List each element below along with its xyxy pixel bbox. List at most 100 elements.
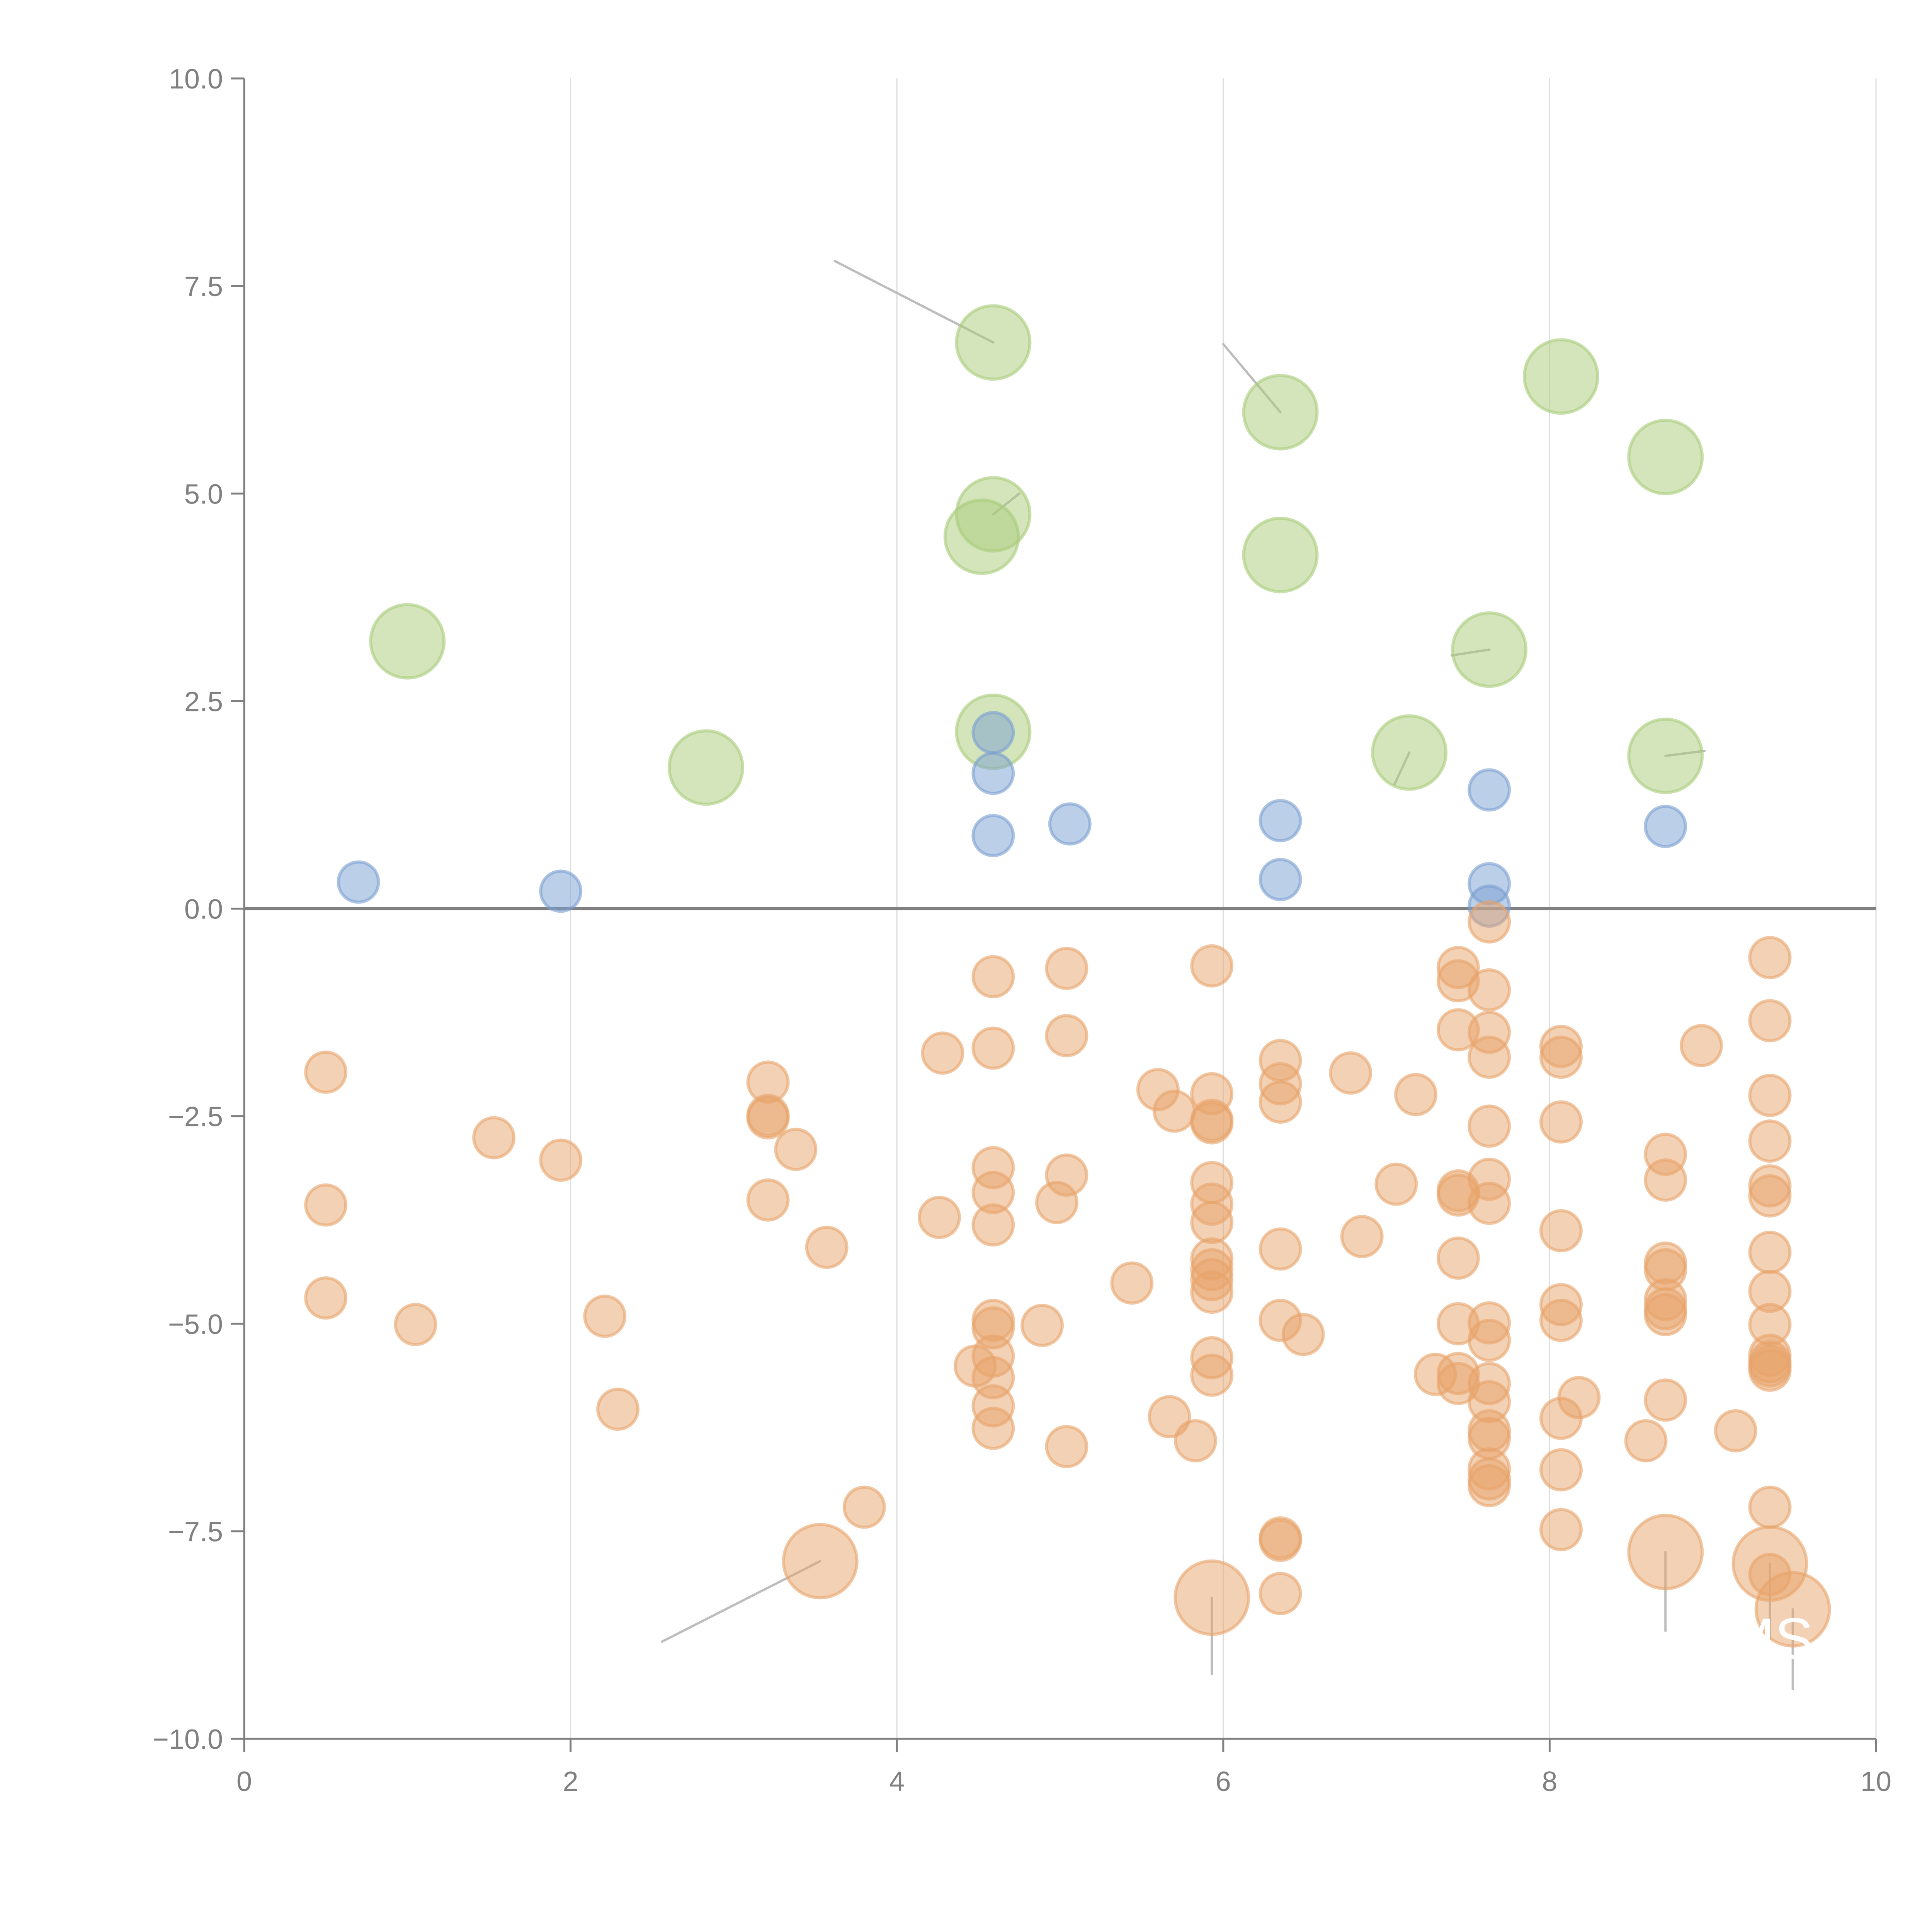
y-tick-label: −5.0 bbox=[168, 1309, 223, 1340]
data-point-orange bbox=[1539, 1508, 1583, 1551]
data-point-orange bbox=[1340, 1215, 1384, 1259]
data-point-orange bbox=[1020, 1304, 1064, 1347]
y-tick-label: 10.0 bbox=[169, 64, 223, 95]
data-point-orange bbox=[1153, 1089, 1196, 1133]
data-point-green bbox=[1242, 517, 1319, 594]
data-point-orange bbox=[746, 1178, 790, 1222]
data-point-orange bbox=[1680, 1024, 1723, 1068]
data-point-orange bbox=[1748, 999, 1792, 1043]
data-point-orange bbox=[953, 1344, 997, 1388]
data-point-orange-large bbox=[782, 1523, 859, 1600]
x-tick-label: 4 bbox=[889, 1766, 905, 1797]
data-point-orange bbox=[583, 1294, 627, 1338]
data-point-orange bbox=[1748, 1349, 1792, 1392]
data-point-blue bbox=[1468, 768, 1511, 812]
data-point-orange bbox=[1748, 1485, 1792, 1529]
data-point-orange bbox=[1110, 1261, 1154, 1305]
data-point-blue bbox=[1644, 804, 1687, 848]
data-point-orange bbox=[1644, 1293, 1687, 1337]
data-point-blue bbox=[971, 814, 1015, 857]
data-point-orange bbox=[1539, 1209, 1583, 1253]
y-tick-label: 5.0 bbox=[184, 479, 223, 510]
data-point-orange bbox=[1394, 1073, 1438, 1116]
data-point-green bbox=[1627, 718, 1704, 794]
data-point-orange bbox=[472, 1116, 516, 1160]
data-point-blue bbox=[971, 752, 1015, 795]
data-point-orange bbox=[1436, 1236, 1480, 1280]
data-point-orange bbox=[1174, 1419, 1218, 1463]
data-point-orange bbox=[774, 1128, 818, 1171]
data-point-orange bbox=[1329, 1051, 1372, 1095]
data-point-orange bbox=[1748, 1230, 1792, 1274]
data-point-orange bbox=[304, 1276, 348, 1320]
axes bbox=[243, 78, 1876, 1740]
data-point-orange-large bbox=[1627, 1514, 1704, 1590]
data-point-green bbox=[1451, 611, 1528, 688]
data-point-orange bbox=[1468, 900, 1511, 944]
data-point-orange bbox=[1190, 1270, 1234, 1314]
data-point-orange bbox=[1557, 1376, 1601, 1419]
data-point-orange bbox=[1259, 1572, 1302, 1616]
y-tick-label: −7.5 bbox=[168, 1517, 223, 1548]
y-tick-label: 0.0 bbox=[184, 894, 223, 925]
data-point-orange bbox=[1374, 1162, 1418, 1206]
data-point-blue bbox=[1048, 802, 1092, 846]
data-point-orange bbox=[1748, 1073, 1792, 1117]
x-axis-ticks: 0 2 4 6 8 10 bbox=[236, 1739, 1891, 1797]
data-point-orange bbox=[1468, 1318, 1511, 1362]
data-point-orange bbox=[1539, 1299, 1583, 1342]
data-point-orange bbox=[539, 1138, 583, 1182]
data-point-orange bbox=[1748, 1119, 1792, 1163]
data-point-orange bbox=[1539, 1100, 1583, 1144]
data-point-orange bbox=[1748, 1174, 1792, 1218]
data-point-green bbox=[369, 603, 446, 680]
data-point-orange bbox=[1748, 936, 1792, 980]
data-point-orange bbox=[1539, 1448, 1583, 1492]
x-tick-label: 0 bbox=[236, 1766, 252, 1797]
data-point-orange bbox=[1259, 1227, 1302, 1271]
data-point-orange bbox=[304, 1183, 348, 1227]
data-point-green bbox=[1242, 374, 1319, 451]
data-point-orange bbox=[971, 955, 1015, 998]
x-tick-label: 2 bbox=[563, 1766, 578, 1797]
data-point-green bbox=[955, 304, 1032, 381]
data-point-blue bbox=[1259, 858, 1302, 901]
data-point-blue bbox=[1259, 799, 1302, 842]
x-tick-label: 6 bbox=[1216, 1766, 1231, 1797]
data-point-orange-large bbox=[1173, 1559, 1250, 1636]
data-points bbox=[304, 304, 1831, 1648]
data-point-orange bbox=[394, 1303, 437, 1346]
x-tick-label: 10 bbox=[1861, 1766, 1891, 1797]
data-point-green bbox=[1371, 714, 1448, 791]
data-point-orange bbox=[1045, 947, 1088, 990]
data-point-orange bbox=[1468, 1464, 1511, 1507]
data-point-orange bbox=[1644, 1158, 1687, 1202]
data-point-orange-large bbox=[1754, 1571, 1831, 1648]
y-tick-label: 7.5 bbox=[184, 271, 223, 302]
data-point-orange bbox=[1190, 1353, 1234, 1397]
data-point-orange bbox=[1468, 1036, 1511, 1079]
data-point-orange bbox=[1259, 1519, 1302, 1562]
data-point-orange bbox=[842, 1485, 886, 1529]
data-point-green bbox=[943, 498, 1020, 575]
data-point-orange bbox=[1539, 1036, 1583, 1079]
data-point-orange bbox=[746, 1096, 790, 1139]
data-point-orange bbox=[1624, 1419, 1668, 1463]
data-point-orange bbox=[1190, 944, 1234, 988]
data-point-orange bbox=[971, 1026, 1015, 1070]
data-point-blue bbox=[539, 869, 583, 913]
data-point-orange bbox=[1035, 1181, 1079, 1225]
data-point-orange bbox=[1644, 1378, 1687, 1422]
y-tick-label: −2.5 bbox=[168, 1102, 223, 1133]
data-point-green bbox=[1627, 418, 1704, 495]
data-point-orange bbox=[971, 1406, 1015, 1450]
data-point-orange bbox=[1468, 968, 1511, 1012]
data-point-blue bbox=[337, 860, 380, 904]
data-point-orange bbox=[921, 1031, 964, 1075]
data-point-orange bbox=[596, 1388, 640, 1431]
data-point-orange bbox=[1190, 1201, 1234, 1244]
annotation-label: MS bbox=[1726, 1606, 1813, 1671]
data-point-orange bbox=[1045, 1425, 1088, 1468]
data-point-orange bbox=[1468, 1182, 1511, 1225]
